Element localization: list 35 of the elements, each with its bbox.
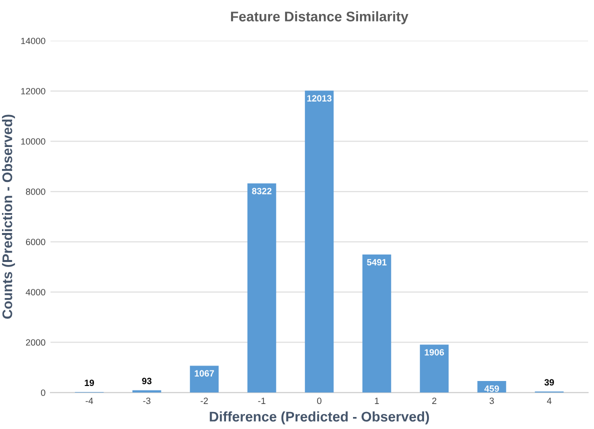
data-label: 8322	[252, 188, 272, 194]
y-tick-label: 4000	[26, 288, 46, 296]
x-tick-label: -3	[143, 398, 150, 404]
data-label: 12013	[307, 95, 332, 102]
y-tick-label: 14000	[21, 38, 46, 44]
x-tick-label: -1	[258, 398, 266, 404]
x-tick-label: -4	[86, 398, 94, 404]
y-tick-label: 6000	[26, 238, 46, 246]
data-label: 19	[84, 380, 94, 386]
y-tick-label: 8000	[26, 188, 46, 195]
x-tick-label: 2	[432, 398, 436, 404]
data-label: 5491	[367, 259, 387, 266]
x-tick-label: 4	[546, 398, 552, 404]
bar	[420, 344, 449, 393]
y-tick-label: 12000	[21, 88, 46, 94]
y-tick-label: 0	[40, 390, 46, 396]
bar	[362, 254, 392, 393]
x-tick-label: -2	[200, 398, 208, 404]
bar	[304, 90, 334, 393]
data-label: 93	[142, 378, 152, 384]
y-tick-label: 10000	[21, 138, 46, 145]
x-tick-label: 3	[490, 398, 494, 404]
bar	[132, 390, 162, 393]
y-tick-label: 2000	[26, 339, 46, 346]
data-label: 39	[544, 379, 554, 386]
bar	[247, 183, 276, 393]
bar	[190, 366, 219, 393]
data-label: 459	[484, 385, 499, 392]
x-tick-label: 0	[317, 398, 322, 404]
y-axis-title: Counts (Prediction - Observed)	[2, 114, 15, 319]
x-tick-label: 1	[374, 398, 379, 404]
data-label: 1067	[194, 370, 214, 377]
data-label: 1906	[424, 349, 444, 356]
x-axis-title: Difference (Predicted - Observed)	[210, 411, 429, 424]
chart-title: Feature Distance Similarity	[231, 11, 408, 24]
